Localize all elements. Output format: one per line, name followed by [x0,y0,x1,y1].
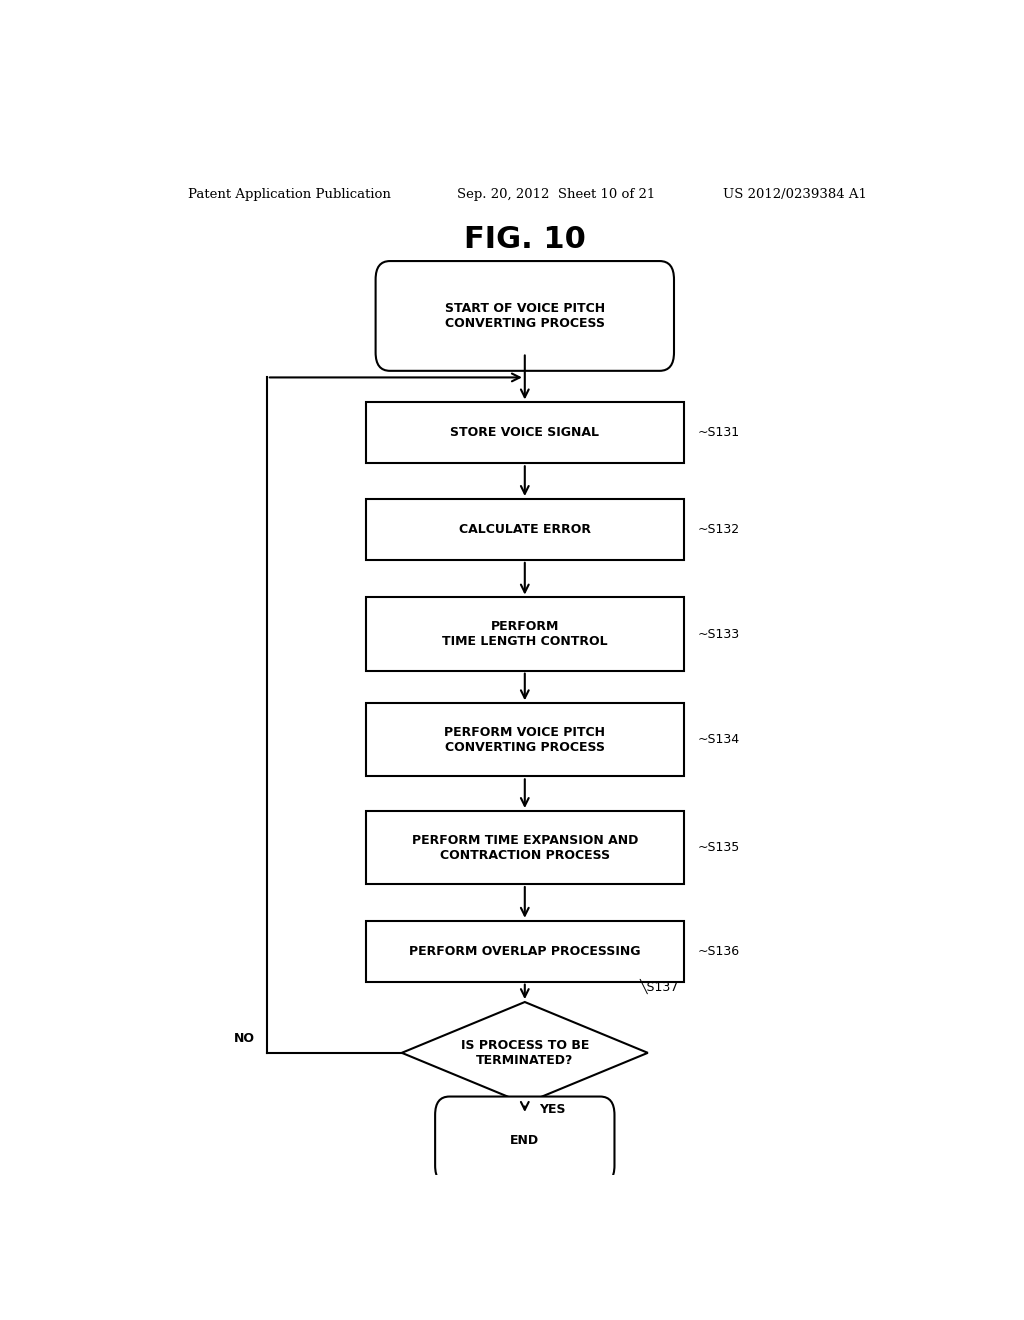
Text: NO: NO [233,1032,255,1044]
Text: PERFORM VOICE PITCH
CONVERTING PROCESS: PERFORM VOICE PITCH CONVERTING PROCESS [444,726,605,754]
Bar [367,403,684,463]
FancyBboxPatch shape [435,1097,614,1184]
Text: Sep. 20, 2012  Sheet 10 of 21: Sep. 20, 2012 Sheet 10 of 21 [458,189,655,202]
Text: ~S132: ~S132 [697,523,740,536]
Text: IS PROCESS TO BE
TERMINATED?: IS PROCESS TO BE TERMINATED? [461,1039,589,1067]
Text: ~S131: ~S131 [697,426,740,440]
Text: END: END [510,1134,540,1147]
Text: STORE VOICE SIGNAL: STORE VOICE SIGNAL [451,426,599,440]
Text: PERFORM TIME EXPANSION AND
CONTRACTION PROCESS: PERFORM TIME EXPANSION AND CONTRACTION P… [412,833,638,862]
Polygon shape [401,1002,648,1104]
Bar [367,598,684,671]
Text: CALCULATE ERROR: CALCULATE ERROR [459,523,591,536]
Text: ~S133: ~S133 [697,627,740,640]
FancyBboxPatch shape [376,261,674,371]
Text: PERFORM OVERLAP PROCESSING: PERFORM OVERLAP PROCESSING [409,945,641,958]
Text: ~S135: ~S135 [697,841,740,854]
Bar [367,810,684,884]
Text: YES: YES [539,1102,565,1115]
Bar [367,704,684,776]
Text: US 2012/0239384 A1: US 2012/0239384 A1 [723,189,867,202]
Text: ~S136: ~S136 [697,945,740,958]
Text: START OF VOICE PITCH
CONVERTING PROCESS: START OF VOICE PITCH CONVERTING PROCESS [444,302,605,330]
Text: Patent Application Publication: Patent Application Publication [187,189,390,202]
Text: ╲S137: ╲S137 [640,978,679,994]
Bar [367,921,684,982]
Text: FIG. 10: FIG. 10 [464,226,586,255]
Bar [367,499,684,560]
Text: ~S134: ~S134 [697,734,740,746]
Text: PERFORM
TIME LENGTH CONTROL: PERFORM TIME LENGTH CONTROL [442,620,607,648]
